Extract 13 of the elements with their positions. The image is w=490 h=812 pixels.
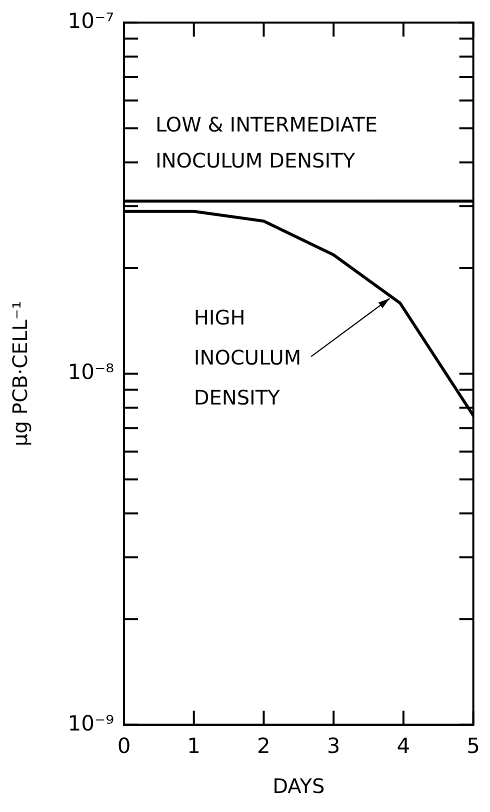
x-tick-label: 0	[117, 734, 131, 758]
x-tick-label: 1	[187, 734, 201, 758]
legend-label: LOW & INTERMEDIATE INOCULUM DENSITY	[155, 112, 378, 172]
x-axis-title: DAYS	[272, 774, 325, 798]
y-tick-label: 10⁻⁷	[68, 9, 114, 34]
x-tick-label: 3	[326, 734, 340, 758]
x-tick-label: 2	[257, 734, 270, 758]
y-tick-label: 10⁻⁸	[68, 360, 114, 384]
text: HIGH INOCULUM DENSITY	[194, 306, 302, 410]
x-tick-label: 5	[466, 734, 480, 758]
x-tick-label: 4	[396, 734, 410, 758]
y-tick-label: 10⁻⁹	[68, 711, 114, 736]
y-axis-title: μg PCB·CELL⁻¹	[8, 301, 32, 446]
